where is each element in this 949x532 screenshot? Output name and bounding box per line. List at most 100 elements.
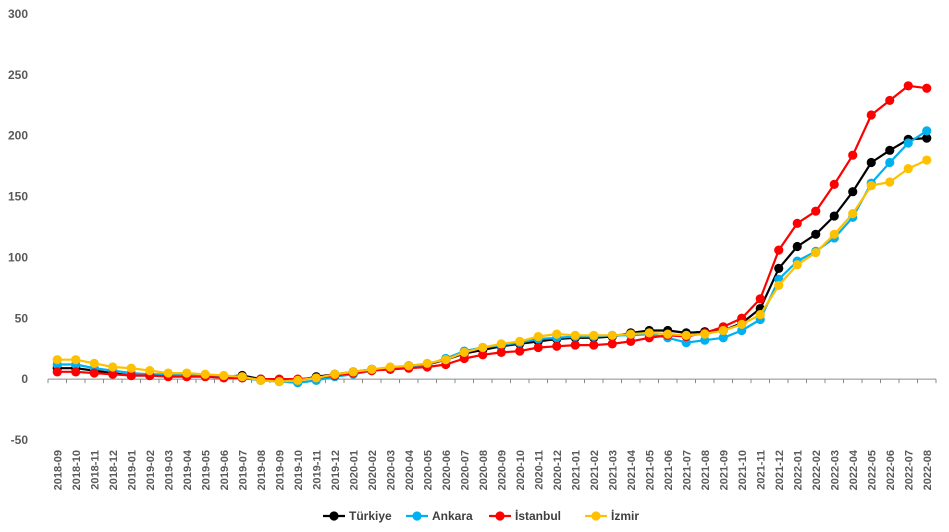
y-tick-label: 300	[8, 7, 28, 21]
x-tick-label: 2022-05	[866, 450, 878, 490]
data-point	[89, 368, 99, 378]
x-tick-label: 2022-01	[792, 450, 804, 490]
legend-item: Ankara	[406, 509, 473, 523]
data-point	[700, 329, 710, 339]
data-point	[866, 181, 876, 191]
legend-marker	[591, 511, 601, 521]
x-tick-label: 2020-09	[496, 450, 508, 490]
data-point	[219, 370, 229, 381]
legend-label: Ankara	[432, 509, 473, 523]
data-point	[496, 339, 506, 349]
x-tick-label: 2020-01	[348, 450, 360, 490]
data-point	[163, 368, 173, 378]
data-point	[348, 367, 358, 377]
x-tick-label: 2022-04	[848, 449, 860, 490]
x-tick-label: 2020-02	[367, 450, 379, 490]
data-point	[552, 341, 562, 351]
x-tick-label: 2019-01	[126, 450, 138, 490]
y-tick-label: -50	[11, 433, 29, 447]
data-point	[718, 325, 728, 336]
data-point	[71, 367, 81, 377]
data-point	[718, 333, 728, 343]
data-point	[866, 110, 876, 120]
data-point	[755, 294, 765, 304]
data-point	[922, 83, 932, 93]
y-tick-label: 250	[8, 68, 28, 82]
x-tick-label: 2020-07	[459, 450, 471, 490]
y-tick-label: 100	[8, 250, 28, 264]
y-tick-label: 200	[8, 129, 28, 143]
data-point	[515, 346, 525, 356]
data-point	[792, 241, 802, 252]
x-tick-label: 2019-10	[293, 450, 305, 490]
data-point	[570, 340, 580, 350]
x-tick-label: 2021-05	[644, 450, 656, 490]
data-point	[829, 211, 839, 221]
data-point	[607, 339, 617, 349]
data-point	[755, 310, 765, 320]
data-point	[570, 330, 580, 340]
data-point	[922, 126, 932, 136]
x-tick-label: 2018-12	[108, 450, 120, 490]
data-point	[126, 363, 136, 373]
data-point	[367, 364, 377, 375]
legend-label: Türkiye	[349, 509, 392, 523]
data-point	[792, 260, 802, 270]
data-point	[737, 319, 747, 329]
x-tick-label: 2021-04	[626, 449, 638, 490]
x-tick-label: 2022-08	[922, 450, 934, 490]
data-point	[811, 206, 821, 216]
data-point	[182, 368, 192, 378]
data-point	[885, 157, 895, 168]
data-point	[52, 367, 62, 377]
x-tick-label: 2019-04	[182, 449, 194, 490]
x-tick-label: 2019-12	[330, 450, 342, 490]
data-point	[145, 366, 155, 376]
data-point	[922, 155, 932, 165]
legend-label: İzmir	[611, 508, 639, 523]
legend-item: İstanbul	[489, 508, 561, 523]
legend-item: İzmir	[585, 508, 639, 523]
data-point	[885, 177, 895, 187]
data-point	[903, 138, 913, 148]
data-point	[607, 330, 617, 340]
y-tick-label: 150	[8, 190, 28, 204]
data-point	[626, 329, 636, 339]
data-point	[811, 229, 821, 239]
data-point	[404, 361, 414, 371]
x-tick-label: 2018-10	[71, 450, 83, 490]
x-tick-label: 2021-12	[774, 450, 786, 490]
x-tick-label: 2020-04	[404, 449, 416, 490]
x-tick-label: 2021-07	[681, 450, 693, 490]
data-point	[848, 187, 858, 197]
data-point	[71, 355, 81, 365]
data-point	[385, 362, 395, 372]
x-tick-label: 2019-09	[274, 450, 286, 490]
legend: Türkiye Ankara İstanbul İzmir	[323, 508, 639, 523]
x-axis: 2018-09 2018-10 2018-11 2018-12 2019-01 2019-…	[47, 378, 937, 490]
x-tick-label: 2022-07	[903, 450, 915, 490]
data-point	[663, 329, 673, 339]
x-tick-label: 2021-06	[663, 450, 675, 490]
series-2	[52, 81, 932, 384]
x-tick-label: 2020-12	[552, 450, 564, 490]
x-tick-label: 2020-08	[478, 450, 490, 490]
x-tick-label: 2021-09	[718, 450, 730, 490]
data-point	[848, 209, 858, 219]
legend-marker	[329, 511, 339, 521]
data-point	[89, 358, 99, 368]
data-point	[533, 342, 543, 353]
x-tick-label: 2022-06	[885, 450, 897, 490]
data-point	[552, 329, 562, 339]
x-tick-label: 2022-02	[811, 450, 823, 490]
x-tick-label: 2018-09	[52, 450, 64, 490]
data-point	[237, 372, 247, 382]
data-point	[589, 330, 599, 340]
data-point	[108, 362, 118, 372]
data-point	[866, 157, 876, 168]
data-point	[422, 358, 432, 368]
series-3	[52, 155, 932, 387]
x-tick-label: 2019-11	[311, 450, 323, 490]
data-point	[496, 347, 506, 357]
